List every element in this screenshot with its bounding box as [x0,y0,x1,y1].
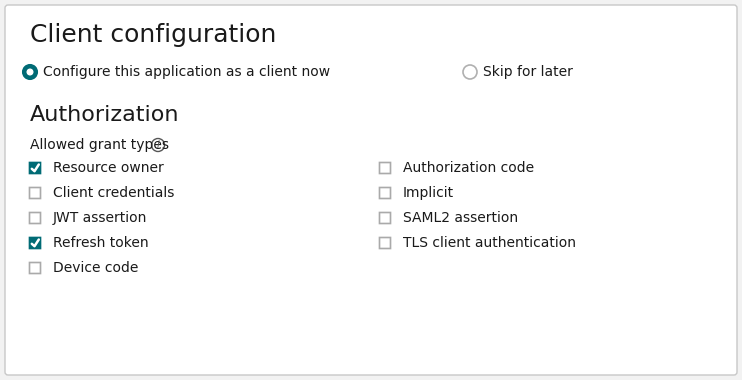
Circle shape [151,138,165,152]
Text: Skip for later: Skip for later [483,65,573,79]
Text: Client configuration: Client configuration [30,23,276,47]
FancyBboxPatch shape [5,5,737,375]
Text: TLS client authentication: TLS client authentication [403,236,576,250]
Text: Refresh token: Refresh token [53,236,148,250]
Text: Authorization: Authorization [30,105,180,125]
FancyBboxPatch shape [30,263,41,274]
FancyBboxPatch shape [30,163,41,174]
Circle shape [463,65,477,79]
Text: i: i [157,141,160,150]
FancyBboxPatch shape [30,212,41,223]
FancyBboxPatch shape [379,238,390,249]
FancyBboxPatch shape [30,187,41,198]
Text: SAML2 assertion: SAML2 assertion [403,211,518,225]
Text: Implicit: Implicit [403,186,454,200]
Text: Device code: Device code [53,261,138,275]
FancyBboxPatch shape [379,187,390,198]
Text: Allowed grant types: Allowed grant types [30,138,169,152]
Text: Resource owner: Resource owner [53,161,164,175]
Circle shape [23,65,37,79]
Text: Client credentials: Client credentials [53,186,174,200]
Text: JWT assertion: JWT assertion [53,211,148,225]
Text: Configure this application as a client now: Configure this application as a client n… [43,65,330,79]
FancyBboxPatch shape [379,212,390,223]
FancyBboxPatch shape [30,238,41,249]
Circle shape [27,69,33,75]
Text: Authorization code: Authorization code [403,161,534,175]
FancyBboxPatch shape [379,163,390,174]
